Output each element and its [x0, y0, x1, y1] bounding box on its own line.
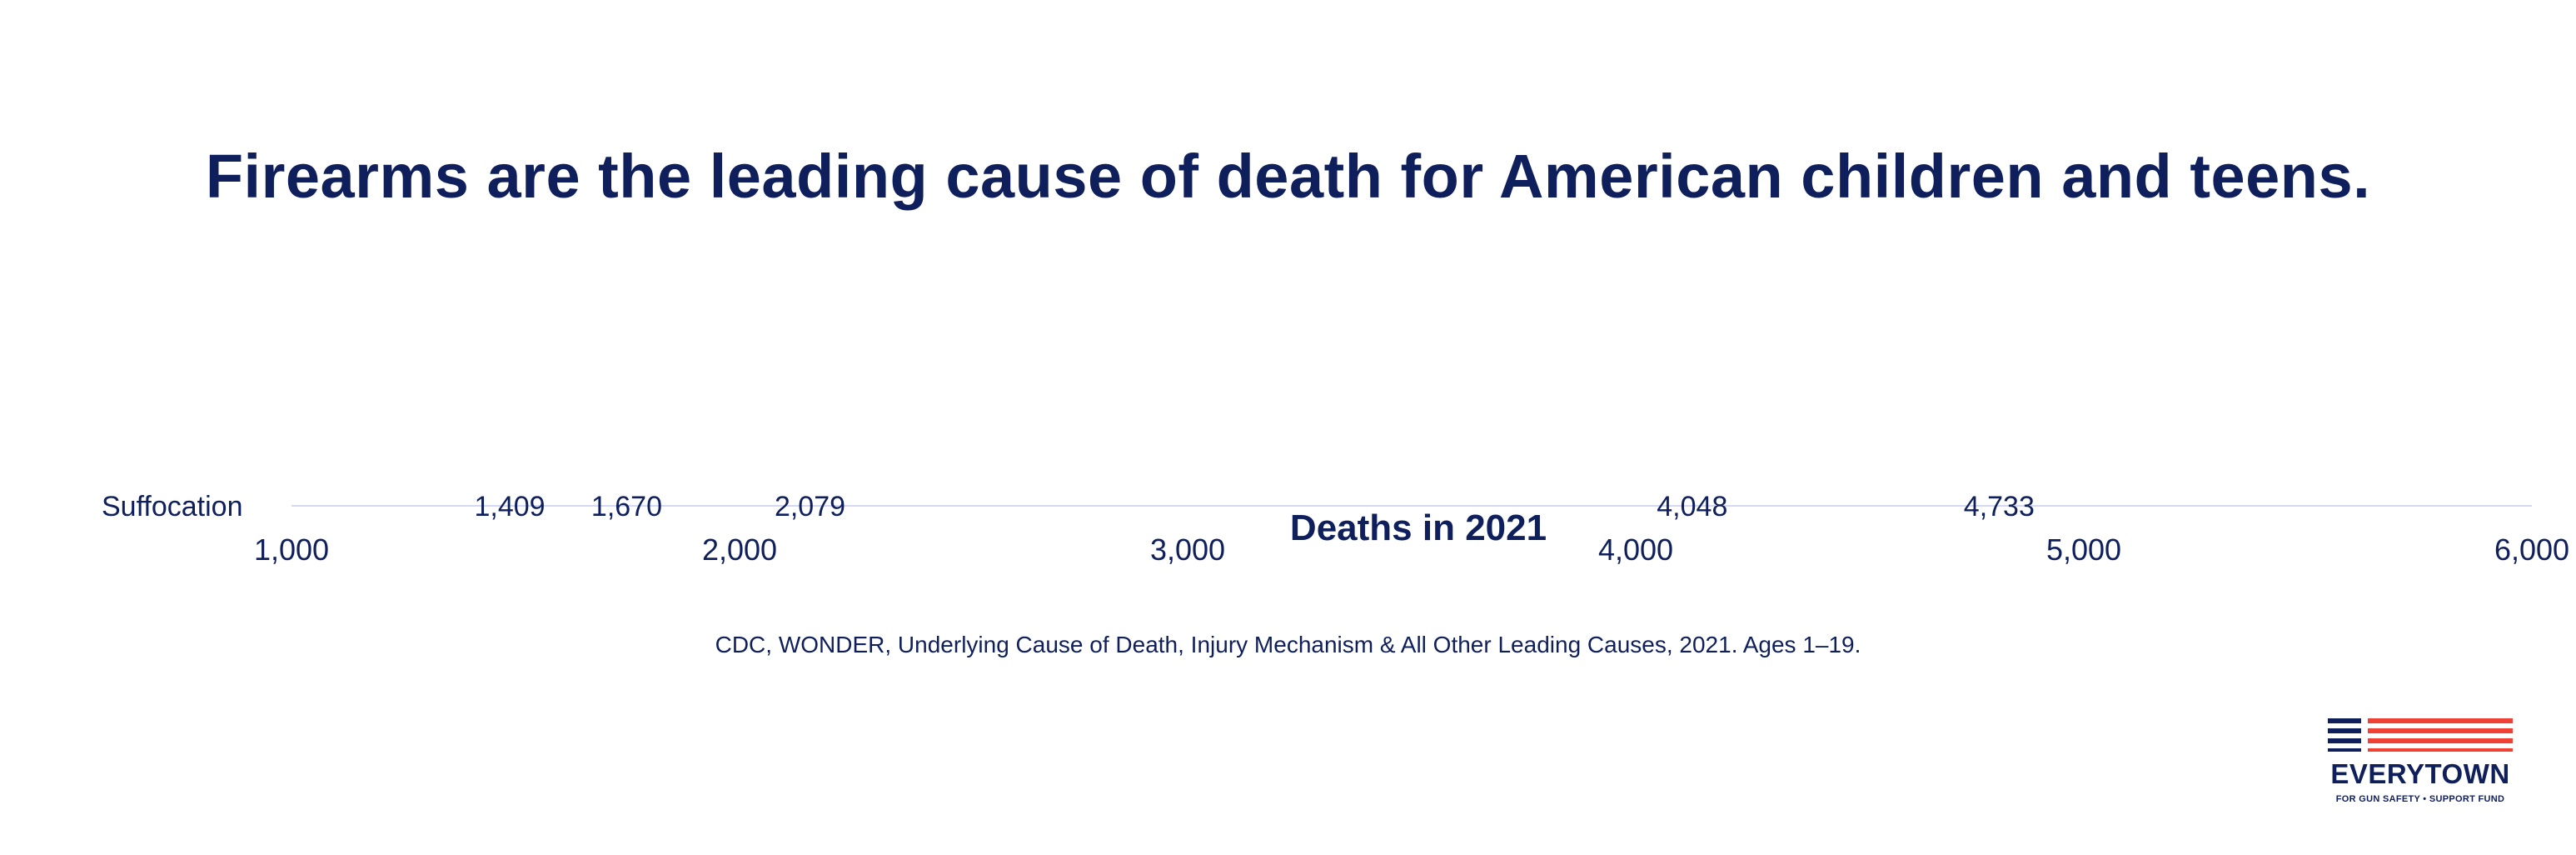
x-tick-label: 1,000 [254, 532, 329, 567]
logo-tagline: FOR GUN SAFETY • SUPPORT FUND [2335, 794, 2505, 804]
x-axis-title: Deaths in 2021 [1290, 508, 1547, 548]
x-tick-label: 6,000 [2494, 532, 2569, 567]
x-tick-label: 2,000 [702, 532, 777, 567]
data-label: 1,409 [474, 491, 545, 522]
everytown-logo: EVERYTOWN FOR GUN SAFETY • SUPPORT FUND [2328, 718, 2513, 810]
data-label: 2,079 [775, 491, 845, 522]
data-label: 4,048 [1657, 491, 1727, 522]
x-tick-label: 4,000 [1598, 532, 1673, 567]
x-tick-label: 5,000 [2046, 532, 2121, 567]
category-label: Suffocation [102, 491, 243, 522]
x-tick-label: 3,000 [1150, 532, 1225, 567]
chart-title: Firearms are the leading cause of death … [205, 142, 2371, 211]
category-labels: Suffocation [102, 491, 243, 522]
source-note: CDC, WONDER, Underlying Cause of Death, … [715, 632, 1861, 658]
value-labels: 1,409 1,670 2,079 4,048 4,733 [474, 491, 2034, 522]
logo-wordmark: EVERYTOWN [2330, 758, 2510, 789]
data-label: 4,733 [1964, 491, 2035, 522]
data-label: 1,670 [591, 491, 662, 522]
logo-stripes-icon [2328, 718, 2513, 752]
x-axis-ticks: 1,000 2,000 3,000 4,000 5,000 6,000 [254, 532, 2569, 567]
